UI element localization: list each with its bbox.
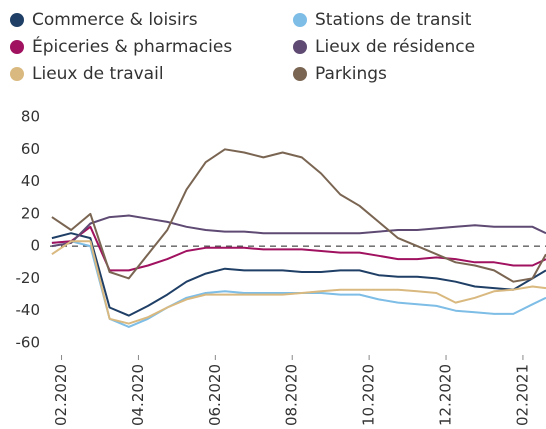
x-tick-label: 02.2021 [513,364,531,426]
legend-label: Commerce & loisirs [32,10,198,30]
legend-label: Épiceries & pharmacies [32,35,232,57]
x-tick-label: 10.2020 [360,364,378,426]
legend-marker [10,67,24,81]
legend-label: Stations de transit [315,10,472,30]
legend-label: Parkings [315,64,387,84]
series-line [51,214,546,248]
y-tick-label: 20 [21,204,40,222]
y-tick-label: -20 [16,269,41,287]
legend-marker [293,67,307,81]
x-tick-label: 12.2020 [437,364,455,426]
legend-marker [293,13,307,27]
x-tick-label: 04.2020 [129,364,147,426]
y-tick-label: -40 [16,301,41,319]
y-tick-label: -60 [16,334,41,352]
x-tick-label: 08.2020 [283,364,301,426]
legend-label: Lieux de travail [32,64,164,84]
x-tick-label: 06.2020 [206,364,224,426]
legend-marker [293,40,307,54]
legend-marker [10,13,24,27]
series-line [51,148,546,283]
y-tick-label: 40 [21,172,40,190]
series-line [51,240,546,325]
y-tick-label: 80 [21,107,40,125]
y-tick-label: 60 [21,140,40,158]
legend-marker [10,40,24,54]
series-line [51,232,546,317]
legend-label: Lieux de résidence [315,37,475,57]
y-tick-label: 0 [30,237,40,255]
x-tick-label: 02.2020 [52,364,70,426]
